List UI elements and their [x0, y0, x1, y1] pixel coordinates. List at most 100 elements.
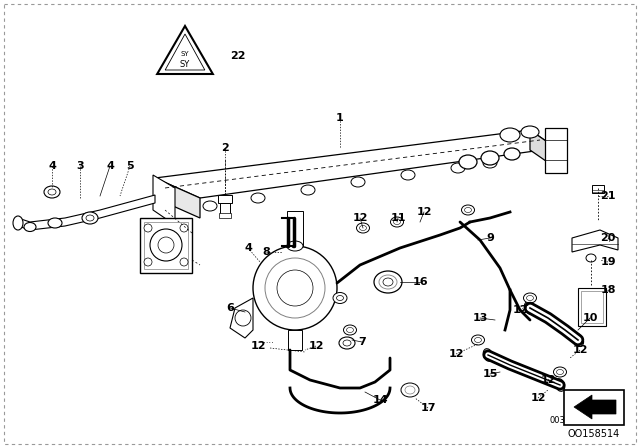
Circle shape [277, 270, 313, 306]
Polygon shape [157, 26, 213, 74]
Ellipse shape [481, 151, 499, 165]
Ellipse shape [86, 215, 94, 221]
Ellipse shape [504, 148, 520, 160]
Text: 6: 6 [226, 303, 234, 313]
Ellipse shape [527, 296, 534, 301]
Polygon shape [530, 130, 556, 168]
Ellipse shape [374, 271, 402, 293]
Bar [287, 211, 303, 246]
Ellipse shape [144, 258, 152, 266]
Ellipse shape [383, 278, 393, 286]
Ellipse shape [572, 333, 584, 347]
Text: ......: ...... [258, 336, 274, 345]
Ellipse shape [379, 275, 397, 289]
Text: 17: 17 [420, 403, 436, 413]
Bar [578, 288, 606, 326]
Text: SY: SY [180, 51, 189, 57]
Polygon shape [155, 130, 556, 198]
Text: 13: 13 [472, 313, 488, 323]
Text: 21: 21 [600, 191, 616, 201]
Text: 12: 12 [250, 341, 266, 351]
Bar [218, 195, 232, 203]
Ellipse shape [500, 128, 520, 142]
Text: 4: 4 [244, 243, 252, 253]
Circle shape [265, 258, 325, 318]
Ellipse shape [343, 340, 351, 346]
Ellipse shape [251, 193, 265, 203]
Ellipse shape [360, 225, 367, 231]
Ellipse shape [483, 158, 497, 168]
Ellipse shape [337, 296, 344, 301]
Ellipse shape [48, 218, 62, 228]
Bar [144, 222, 188, 269]
Ellipse shape [48, 189, 56, 195]
Ellipse shape [461, 205, 474, 215]
Bar [592, 185, 604, 193]
Text: 3: 3 [76, 161, 84, 171]
Text: 12: 12 [540, 375, 556, 385]
Text: 22: 22 [230, 51, 246, 61]
Ellipse shape [557, 370, 563, 375]
Ellipse shape [301, 185, 315, 195]
Ellipse shape [346, 327, 353, 332]
Bar [288, 330, 302, 350]
Circle shape [253, 246, 337, 330]
Ellipse shape [524, 293, 536, 303]
Text: 003: 003 [550, 415, 566, 425]
Text: 9: 9 [486, 233, 494, 243]
Ellipse shape [287, 241, 303, 251]
Ellipse shape [521, 126, 539, 138]
Ellipse shape [44, 186, 60, 198]
Text: 15: 15 [483, 369, 498, 379]
Ellipse shape [401, 170, 415, 180]
Ellipse shape [459, 155, 477, 169]
Ellipse shape [465, 207, 472, 212]
Ellipse shape [472, 335, 484, 345]
Text: 18: 18 [600, 285, 616, 295]
Text: 12: 12 [416, 207, 432, 217]
Text: 16: 16 [412, 277, 428, 287]
Ellipse shape [524, 302, 536, 314]
Text: 12: 12 [531, 393, 546, 403]
Circle shape [158, 237, 174, 253]
Text: 19: 19 [600, 257, 616, 267]
Circle shape [150, 229, 182, 261]
Ellipse shape [483, 349, 493, 361]
Ellipse shape [556, 379, 564, 391]
Ellipse shape [203, 201, 217, 211]
Text: 12: 12 [572, 345, 588, 355]
Text: SY: SY [180, 60, 190, 69]
Text: 2: 2 [221, 143, 229, 153]
Circle shape [235, 310, 251, 326]
Text: 12: 12 [308, 341, 324, 351]
Polygon shape [165, 34, 205, 70]
Text: 20: 20 [600, 233, 616, 243]
Bar [140, 218, 192, 273]
Text: 4: 4 [48, 161, 56, 171]
Ellipse shape [13, 216, 23, 230]
Bar [545, 128, 567, 173]
Polygon shape [572, 230, 618, 252]
Text: 4: 4 [106, 161, 114, 171]
Polygon shape [155, 178, 200, 218]
Text: OO158514: OO158514 [568, 429, 620, 439]
Ellipse shape [405, 386, 415, 394]
Polygon shape [230, 298, 253, 338]
Ellipse shape [394, 220, 401, 224]
Text: 12: 12 [352, 213, 368, 223]
Ellipse shape [180, 224, 188, 232]
Text: 12: 12 [448, 349, 464, 359]
Bar [219, 213, 231, 218]
Ellipse shape [180, 258, 188, 266]
Bar [581, 291, 603, 323]
Text: 14: 14 [372, 395, 388, 405]
Text: 5: 5 [126, 161, 134, 171]
Ellipse shape [586, 254, 596, 262]
Ellipse shape [474, 337, 481, 343]
Ellipse shape [24, 223, 36, 232]
Ellipse shape [344, 325, 356, 335]
Ellipse shape [356, 223, 369, 233]
Text: 10: 10 [582, 313, 598, 323]
Text: 1: 1 [336, 113, 344, 123]
Ellipse shape [339, 337, 355, 349]
